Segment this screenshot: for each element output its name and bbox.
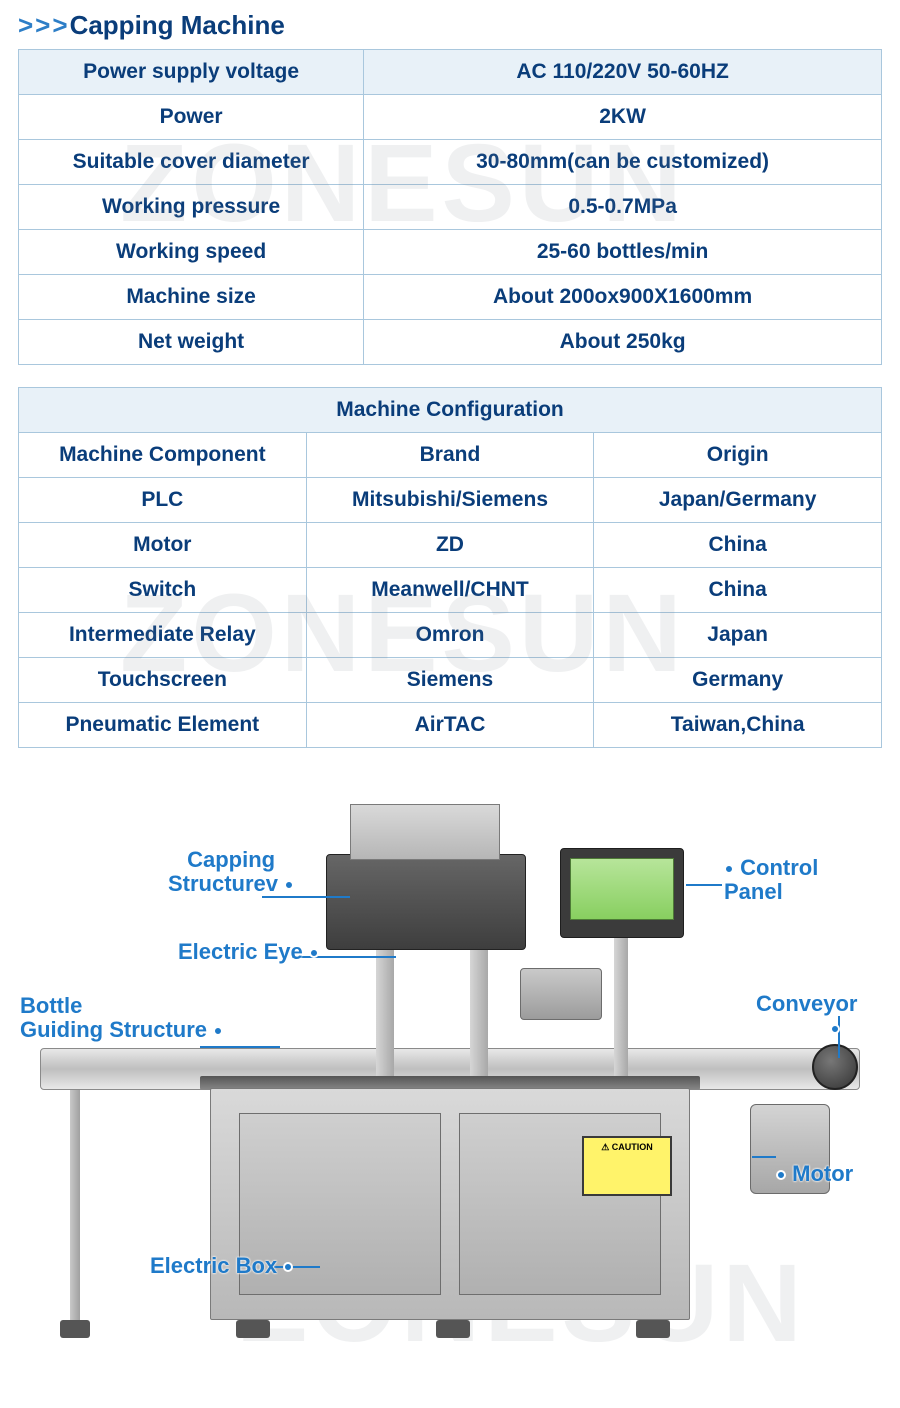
callout-dot-icon <box>776 1170 786 1180</box>
callout-capping-structure: CappingStructurev <box>168 848 294 896</box>
control-panel-screen <box>570 858 674 920</box>
cell: Meanwell/CHNT <box>306 568 594 613</box>
capping-head <box>326 854 526 950</box>
cell: China <box>594 523 882 568</box>
spec-label: Net weight <box>19 320 364 365</box>
foot <box>60 1320 90 1338</box>
table-row: Power 2KW <box>19 95 882 140</box>
leader-line <box>200 1046 280 1048</box>
cell: ZD <box>306 523 594 568</box>
cell: China <box>594 568 882 613</box>
cell: Japan/Germany <box>594 478 882 523</box>
callout-dot-icon <box>213 1026 223 1036</box>
cell: PLC <box>19 478 307 523</box>
spec-value: About 200ox900X1600mm <box>364 275 882 320</box>
foot <box>636 1320 670 1338</box>
callout-bottle-guide: BottleGuiding Structure <box>20 994 223 1042</box>
table-row: PLC Mitsubishi/Siemens Japan/Germany <box>19 478 882 523</box>
cell: AirTAC <box>306 703 594 748</box>
cell: Mitsubishi/Siemens <box>306 478 594 523</box>
spec-label: Machine size <box>19 275 364 320</box>
spec-label: Power <box>19 95 364 140</box>
callout-dot-icon <box>309 948 319 958</box>
spec-label: Power supply voltage <box>19 50 364 95</box>
callout-dot-icon <box>830 1024 840 1034</box>
spec-table: Power supply voltage AC 110/220V 50-60HZ… <box>18 49 882 365</box>
spec-value: 2KW <box>364 95 882 140</box>
spec-label: Suitable cover diameter <box>19 140 364 185</box>
title-text: Capping Machine <box>70 10 285 40</box>
foot <box>236 1320 270 1338</box>
table-row: Pneumatic Element AirTAC Taiwan,China <box>19 703 882 748</box>
callout-text: ControlPanel <box>724 855 818 904</box>
callout-electric-eye: Electric Eye <box>178 940 319 964</box>
callout-conveyor: Conveyor <box>756 992 857 1040</box>
side-motor <box>520 968 602 1020</box>
caution-label: ⚠ CAUTION <box>582 1136 672 1196</box>
table-row: Working speed 25-60 bottles/min <box>19 230 882 275</box>
callout-dot-icon <box>284 880 294 890</box>
cell: Omron <box>306 613 594 658</box>
leader-line <box>752 1156 776 1158</box>
cell: Switch <box>19 568 307 613</box>
chevron-icon: >>> <box>18 10 70 40</box>
spec-value: 25-60 bottles/min <box>364 230 882 275</box>
config-table: Machine Configuration Machine Component … <box>18 387 882 748</box>
table-row: Power supply voltage AC 110/220V 50-60HZ <box>19 50 882 95</box>
cell: Japan <box>594 613 882 658</box>
table-row: Touchscreen Siemens Germany <box>19 658 882 703</box>
page-title: >>>Capping Machine <box>0 0 900 49</box>
cell: Germany <box>594 658 882 703</box>
spec-value: 0.5-0.7MPa <box>364 185 882 230</box>
spec-value: AC 110/220V 50-60HZ <box>364 50 882 95</box>
callout-text: CappingStructurev <box>168 847 278 896</box>
spec-label: Working speed <box>19 230 364 275</box>
cell: Taiwan,China <box>594 703 882 748</box>
col-header: Origin <box>594 433 882 478</box>
table-header-row: Machine Component Brand Origin <box>19 433 882 478</box>
callout-text: Motor <box>792 1161 853 1186</box>
config-title: Machine Configuration <box>19 388 882 433</box>
spec-label: Working pressure <box>19 185 364 230</box>
callout-control-panel: ControlPanel <box>724 856 818 904</box>
table-row: Intermediate Relay Omron Japan <box>19 613 882 658</box>
col-header: Brand <box>306 433 594 478</box>
spec-value: About 250kg <box>364 320 882 365</box>
table-row: Suitable cover diameter 30-80mm(can be c… <box>19 140 882 185</box>
callout-text: Electric Box <box>150 1253 277 1278</box>
cell: Siemens <box>306 658 594 703</box>
leader-line <box>686 884 722 886</box>
conveyor-pulley <box>812 1044 858 1090</box>
callout-dot-icon <box>283 1262 293 1272</box>
callout-dot-icon <box>724 864 734 874</box>
table-title-row: Machine Configuration <box>19 388 882 433</box>
col-header: Machine Component <box>19 433 307 478</box>
machine-base <box>210 1088 690 1320</box>
table-row: Working pressure 0.5-0.7MPa <box>19 185 882 230</box>
cell: Motor <box>19 523 307 568</box>
cell: Intermediate Relay <box>19 613 307 658</box>
callout-text: Electric Eye <box>178 939 303 964</box>
capping-top <box>350 804 500 860</box>
table-row: Motor ZD China <box>19 523 882 568</box>
callout-electric-box: Electric Box <box>150 1254 293 1278</box>
spec-value: 30-80mm(can be customized) <box>364 140 882 185</box>
callout-text: Conveyor <box>756 991 857 1016</box>
conveyor-leg <box>70 1090 80 1330</box>
foot <box>436 1320 470 1338</box>
callout-text: BottleGuiding Structure <box>20 993 207 1042</box>
table-row: Net weight About 250kg <box>19 320 882 365</box>
machine-diagram: ⚠ CAUTION CappingStructurev Electric Eye… <box>0 758 900 1356</box>
table-row: Switch Meanwell/CHNT China <box>19 568 882 613</box>
callout-motor: Motor <box>776 1162 853 1186</box>
cell: Touchscreen <box>19 658 307 703</box>
table-row: Machine size About 200ox900X1600mm <box>19 275 882 320</box>
cell: Pneumatic Element <box>19 703 307 748</box>
